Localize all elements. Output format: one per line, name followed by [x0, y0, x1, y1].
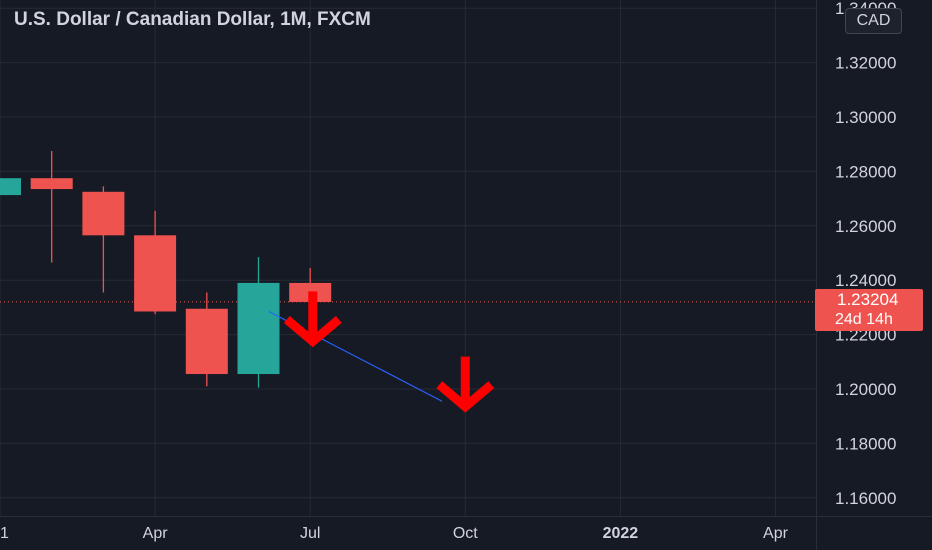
candle-body[interactable] [134, 235, 177, 312]
bar-countdown: 24d 14h [835, 311, 893, 328]
candle-body[interactable] [185, 308, 228, 375]
y-tick-label: 1.24000 [835, 271, 896, 290]
last-price: 1.23204 [837, 290, 899, 309]
currency-badge[interactable]: CAD [845, 8, 902, 34]
y-tick-label: 1.18000 [835, 434, 896, 453]
y-tick-label: 1.20000 [835, 380, 896, 399]
x-tick-label: 2022 [603, 525, 639, 542]
candle-body[interactable] [237, 282, 280, 375]
y-tick-label: 1.26000 [835, 217, 896, 236]
x-tick-label: Jul [300, 525, 320, 542]
x-tick-label: Oct [453, 525, 478, 542]
down-arrow-icon[interactable] [436, 356, 495, 413]
candle-body[interactable] [0, 178, 21, 196]
y-tick-label: 1.28000 [835, 162, 896, 181]
y-tick-label: 1.32000 [835, 54, 896, 73]
candle-body[interactable] [82, 191, 125, 236]
y-tick-label: 1.16000 [835, 489, 896, 508]
chart-title: U.S. Dollar / Canadian Dollar, 1M, FXCM [14, 9, 371, 30]
last-price-tag: 1.23204 24d 14h [815, 289, 923, 331]
x-tick-label: Apr [143, 525, 169, 542]
x-tick-label: Apr [763, 525, 789, 542]
x-tick-label: 21 [0, 525, 9, 542]
down-arrow-icon[interactable] [283, 291, 342, 348]
y-tick-label: 1.30000 [835, 108, 896, 127]
candle-body[interactable] [30, 178, 73, 190]
